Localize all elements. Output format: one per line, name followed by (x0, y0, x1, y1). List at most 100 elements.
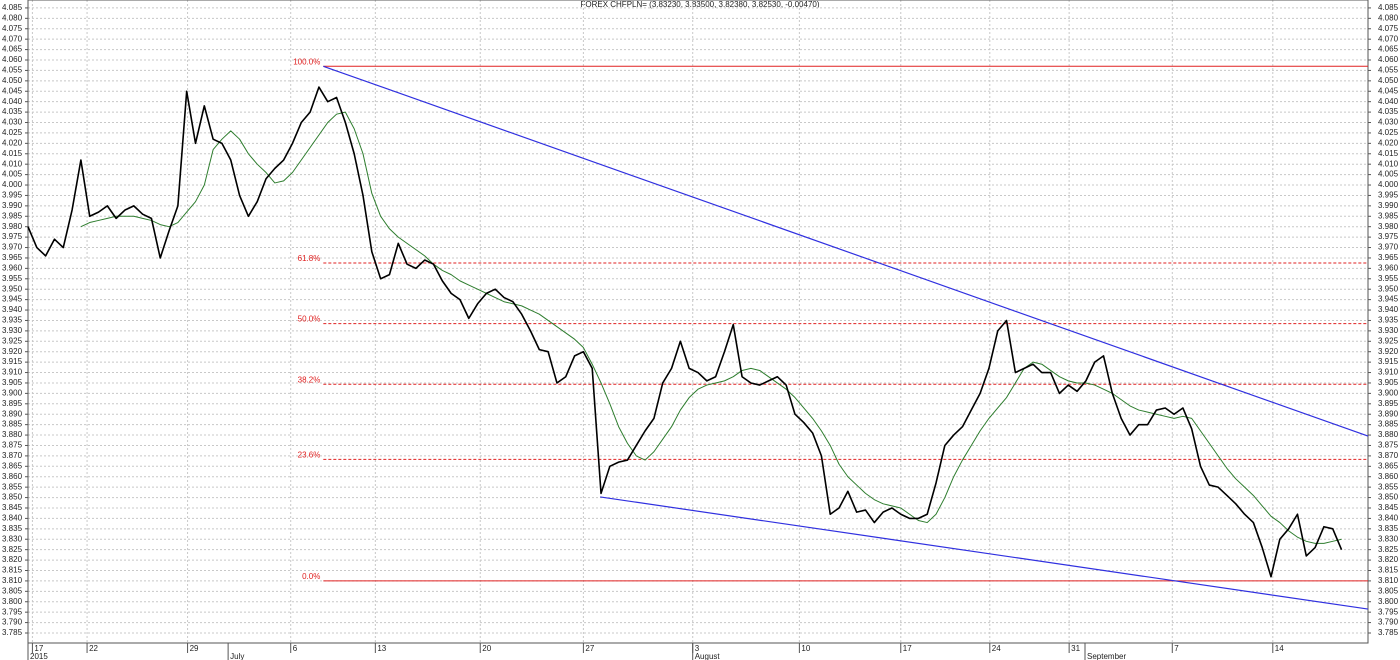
y-tick-label: 3.795 (1378, 607, 1399, 616)
y-tick-label: 3.870 (1378, 451, 1399, 460)
y-tick-label: 3.965 (1378, 253, 1399, 262)
x-tick-label: 13 (377, 644, 386, 653)
y-tick-label: 4.025 (1378, 128, 1399, 137)
x-tick-label: 27 (585, 644, 594, 653)
x-tick-label: 17 (903, 644, 912, 653)
y-tick-label: 3.800 (2, 597, 23, 606)
y-tick-label: 3.845 (1378, 503, 1399, 512)
y-tick-label: 3.865 (1378, 461, 1399, 470)
y-tick-label: 3.915 (2, 357, 23, 366)
y-tick-label: 3.895 (2, 399, 23, 408)
y-tick-label: 3.805 (1378, 586, 1399, 595)
y-tick-label: 3.885 (1378, 420, 1399, 429)
fib-label: 23.6% (298, 451, 321, 460)
y-tick-label: 4.000 (2, 180, 23, 189)
fib-label: 0.0% (302, 572, 320, 581)
y-tick-label: 3.960 (1378, 263, 1399, 272)
y-tick-label: 3.980 (1378, 222, 1399, 231)
y-tick-label: 4.000 (1378, 180, 1399, 189)
y-tick-label: 3.835 (2, 524, 23, 533)
y-tick-label: 4.075 (1378, 24, 1399, 33)
month-label: 2015 (30, 652, 48, 660)
y-tick-label: 4.050 (1378, 76, 1399, 85)
y-tick-label: 4.010 (1378, 159, 1399, 168)
y-tick-label: 3.830 (2, 534, 23, 543)
month-label: September (1087, 652, 1126, 660)
y-tick-label: 3.790 (1378, 618, 1399, 627)
y-tick-label: 3.920 (2, 347, 23, 356)
y-tick-label: 3.840 (2, 514, 23, 523)
x-tick-label: 22 (89, 644, 98, 653)
y-tick-label: 3.905 (1378, 378, 1399, 387)
y-tick-label: 4.085 (2, 3, 23, 12)
y-tick-label: 3.980 (2, 222, 23, 231)
y-tick-label: 3.810 (2, 576, 23, 585)
y-tick-label: 3.905 (2, 378, 23, 387)
y-tick-label: 3.995 (2, 191, 23, 200)
y-tick-label: 3.915 (1378, 357, 1399, 366)
y-tick-label: 3.945 (2, 295, 23, 304)
y-tick-label: 4.045 (2, 86, 23, 95)
y-tick-label: 3.880 (2, 430, 23, 439)
y-tick-label: 3.825 (1378, 545, 1399, 554)
y-tick-label: 3.990 (1378, 201, 1399, 210)
x-tick-label: 3 (695, 644, 700, 653)
y-tick-label: 3.955 (2, 274, 23, 283)
y-tick-label: 4.075 (2, 24, 23, 33)
y-tick-label: 3.985 (2, 211, 23, 220)
y-tick-label: 3.845 (2, 503, 23, 512)
x-tick-label: 17 (34, 644, 43, 653)
y-tick-label: 3.940 (2, 305, 23, 314)
y-tick-label: 3.945 (1378, 295, 1399, 304)
x-tick-label: 24 (992, 644, 1001, 653)
y-tick-label: 3.790 (2, 618, 23, 627)
y-tick-label: 3.800 (1378, 597, 1399, 606)
y-tick-label: 3.805 (2, 586, 23, 595)
y-tick-label: 3.830 (1378, 534, 1399, 543)
y-tick-label: 3.890 (2, 409, 23, 418)
y-tick-label: 4.085 (1378, 3, 1399, 12)
y-tick-label: 3.860 (2, 472, 23, 481)
plot-frame (27, 0, 1369, 644)
y-tick-label: 3.865 (2, 461, 23, 470)
y-tick-label: 4.060 (2, 55, 23, 64)
y-tick-label: 4.070 (2, 34, 23, 43)
y-tick-label: 3.885 (2, 420, 23, 429)
y-tick-label: 4.045 (1378, 86, 1399, 95)
fib-label: 38.2% (298, 375, 321, 384)
y-tick-label: 3.985 (1378, 211, 1399, 220)
y-tick-label: 3.970 (1378, 243, 1399, 252)
y-tick-label: 3.925 (2, 336, 23, 345)
y-tick-label: 3.815 (1378, 566, 1399, 575)
y-tick-label: 4.065 (1378, 45, 1399, 54)
y-tick-label: 3.870 (2, 451, 23, 460)
fib-label: 61.8% (298, 254, 321, 263)
month-label: August (695, 652, 721, 660)
x-tick-label: 7 (1174, 644, 1179, 653)
x-tick-label: 10 (801, 644, 810, 653)
y-tick-label: 3.950 (2, 284, 23, 293)
y-tick-label: 3.920 (1378, 347, 1399, 356)
y-tick-label: 3.895 (1378, 399, 1399, 408)
y-tick-label: 3.855 (1378, 482, 1399, 491)
y-tick-label: 4.020 (1378, 138, 1399, 147)
y-tick-label: 3.890 (1378, 409, 1399, 418)
y-tick-label: 3.875 (1378, 441, 1399, 450)
y-tick-label: 3.855 (2, 482, 23, 491)
y-tick-label: 3.820 (2, 555, 23, 564)
y-tick-label: 3.955 (1378, 274, 1399, 283)
y-tick-label: 3.840 (1378, 514, 1399, 523)
y-tick-label: 3.825 (2, 545, 23, 554)
y-tick-label: 4.080 (2, 13, 23, 22)
y-tick-label: 3.995 (1378, 191, 1399, 200)
y-tick-label: 3.910 (1378, 368, 1399, 377)
y-tick-label: 3.970 (2, 243, 23, 252)
y-tick-label: 4.005 (2, 170, 23, 179)
y-tick-label: 4.040 (2, 97, 23, 106)
y-tick-label: 3.975 (2, 232, 23, 241)
trendline (323, 65, 1369, 437)
y-tick-label: 3.900 (2, 388, 23, 397)
y-tick-label: 4.035 (2, 107, 23, 116)
